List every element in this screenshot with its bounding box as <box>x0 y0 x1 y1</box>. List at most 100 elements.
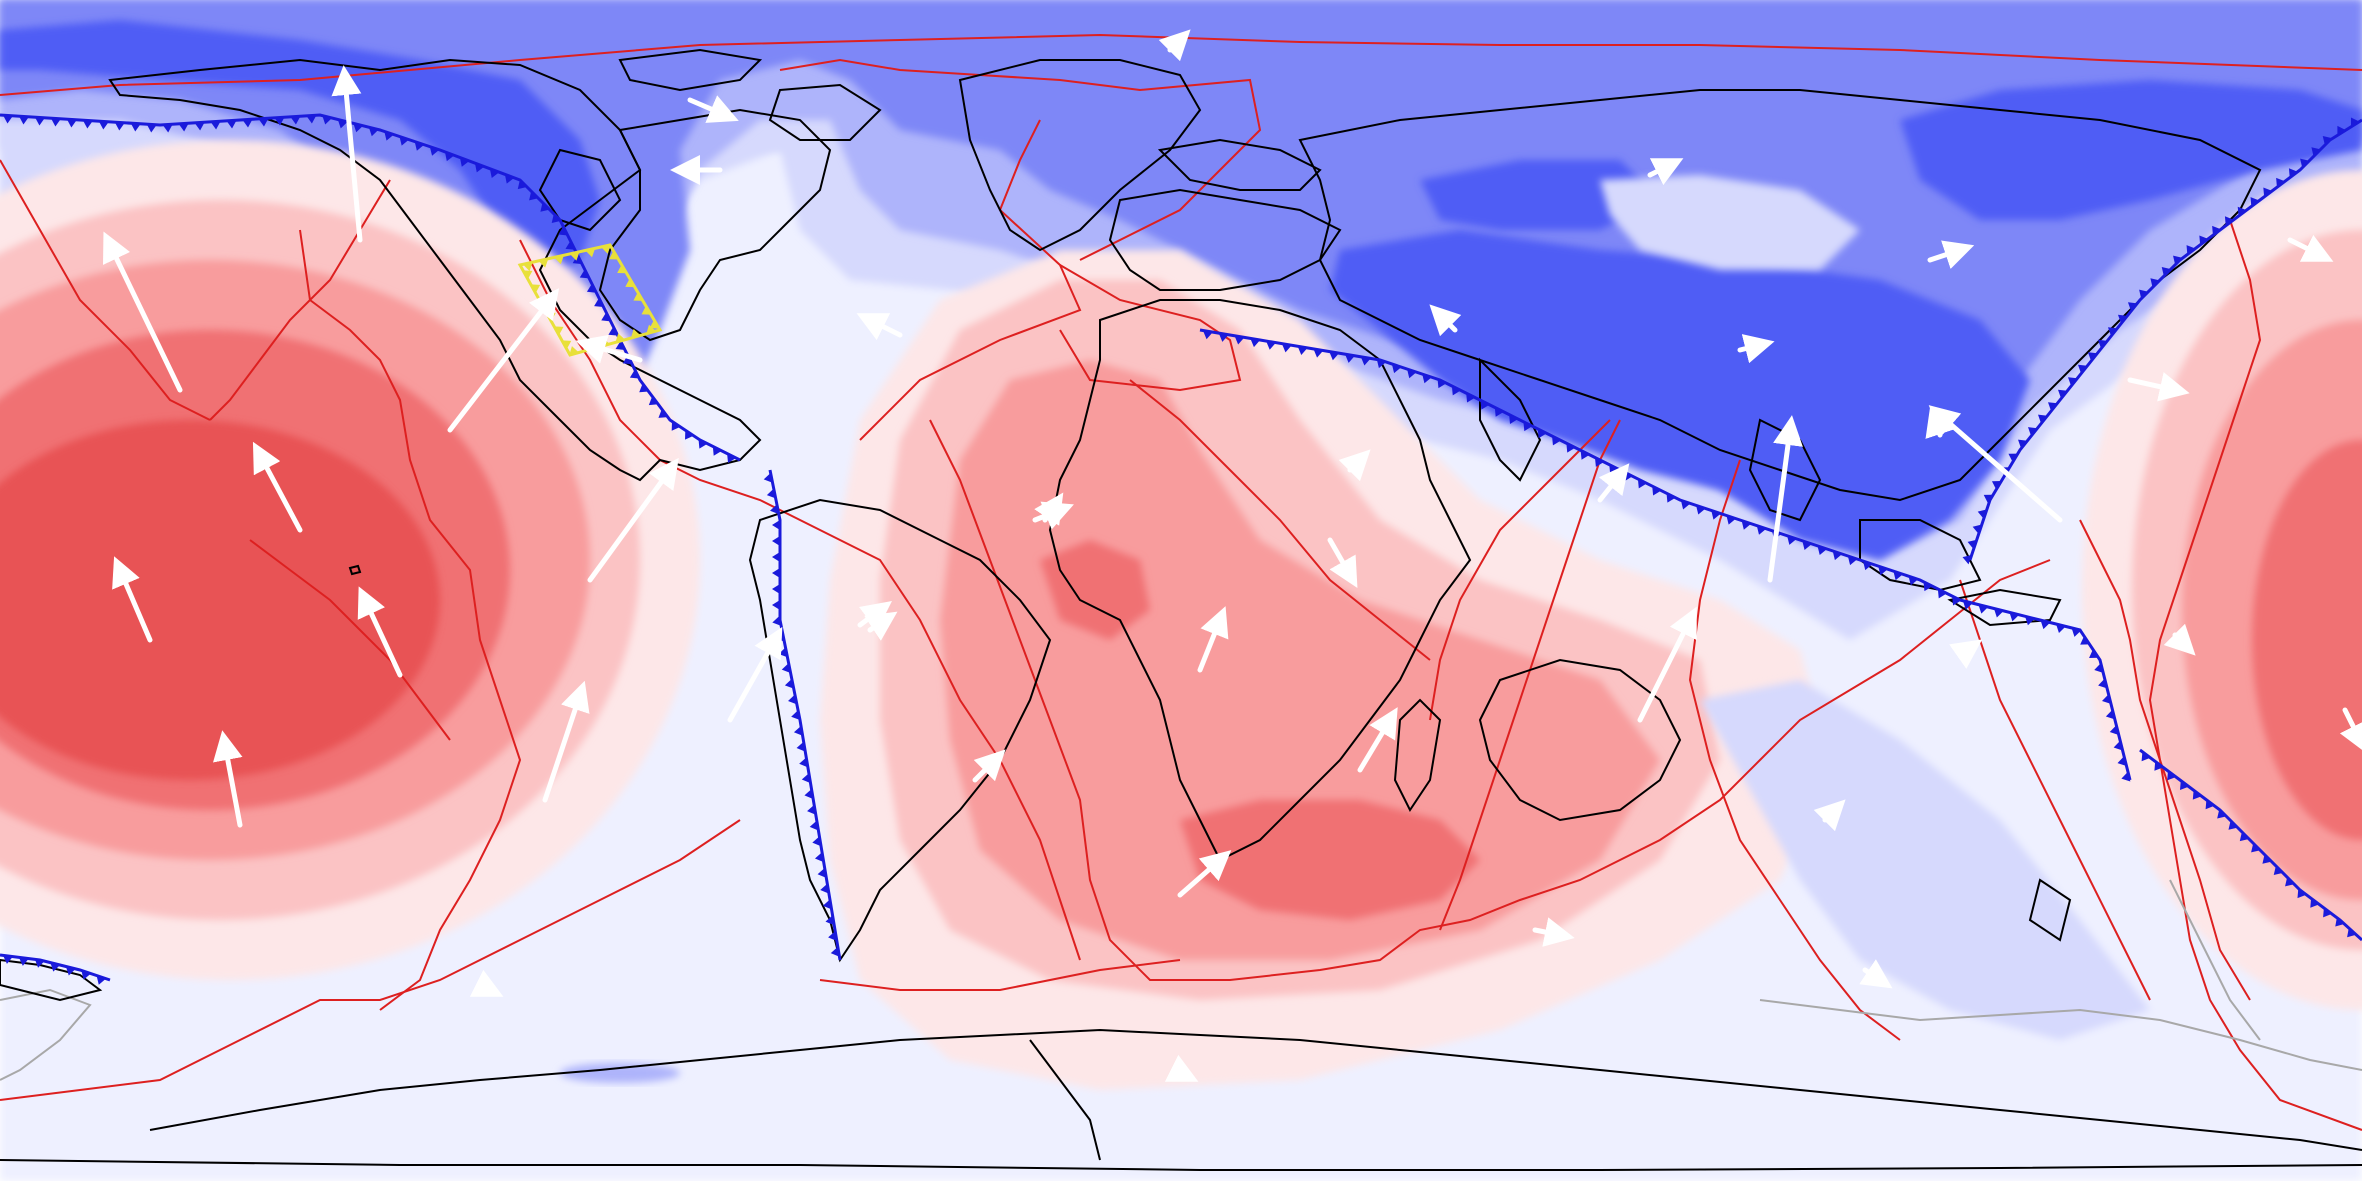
velocity-arrow <box>1357 707 1398 773</box>
subduction-tooth <box>18 957 29 966</box>
subduction-tooth <box>2 955 13 964</box>
subduction-tooth <box>50 118 61 127</box>
plate-boundary-line <box>2079 519 2251 1001</box>
subduction-tooth <box>772 568 780 579</box>
velocity-arrow <box>1647 158 1684 186</box>
subduction-tooth <box>601 244 611 254</box>
subduction-tooth <box>1480 400 1490 410</box>
subduction-tooth <box>784 678 794 689</box>
subduction-tooth <box>763 472 773 483</box>
subduction-tooth <box>2288 168 2298 178</box>
subduction-tooth <box>2077 364 2088 374</box>
subduction-tooth <box>788 694 797 705</box>
field-south-pale-blue <box>1700 680 2150 1040</box>
subduction-tooth <box>2121 771 2131 782</box>
coastline <box>1029 1039 1101 1161</box>
subduction-tooth <box>1376 358 1387 369</box>
subduction-tooth <box>685 430 694 440</box>
subduction-tooth <box>2009 612 2020 622</box>
subduction-teeth <box>2 115 737 463</box>
field-north-deep-blue-2 <box>1330 230 2030 560</box>
velocity-arrow <box>103 231 183 393</box>
subduction-tooth <box>585 248 596 258</box>
fossil-boundary-line <box>0 988 92 1081</box>
subduction-tooth <box>2337 125 2346 136</box>
velocity-arrow <box>2287 234 2334 262</box>
subduction-tooth <box>586 283 597 293</box>
subduction-tooth <box>1437 378 1447 389</box>
coastline <box>149 1028 2362 1151</box>
subduction-tooth <box>1234 335 1245 345</box>
subduction-tooth <box>2310 898 2320 908</box>
subduction-tooth <box>1594 457 1604 467</box>
subduction-tooth <box>799 757 808 768</box>
subduction-tooth <box>772 600 780 611</box>
subduction-tooth <box>66 119 77 128</box>
plate-boundary-line <box>859 119 1082 441</box>
subduction-tooth <box>633 292 643 301</box>
subduction-tooth <box>2008 453 2018 463</box>
velocity-arrow <box>1925 405 1954 439</box>
subduction-tooth <box>1680 500 1691 510</box>
subduction-tooth <box>1962 600 1973 610</box>
subduction-tooth <box>1983 494 1994 504</box>
subduction-tooth <box>2 115 13 124</box>
subduction-tooth <box>2276 177 2285 188</box>
coastline <box>0 958 103 1002</box>
velocity-arrow <box>331 65 363 243</box>
subduction-tooth <box>2113 740 2123 751</box>
coastline <box>1947 588 2062 627</box>
subduction-tooth <box>2067 377 2078 387</box>
plate-boundary-line <box>0 159 211 421</box>
plate-boundary-line <box>1429 419 1611 721</box>
subduction-tooth <box>1297 346 1308 355</box>
subduction-tooth <box>414 141 425 151</box>
subduction-tooth <box>1991 481 2002 490</box>
field-north-deep-blue-1 <box>0 20 600 280</box>
subduction-tooth <box>2038 414 2048 424</box>
subduction-tooth <box>1391 363 1402 374</box>
velocity-arrow <box>1429 304 1462 337</box>
plate-boundary-line <box>0 33 2362 96</box>
subduction-tooth <box>772 616 782 626</box>
subduction-tooth <box>2040 620 2051 630</box>
coastline <box>1157 138 1322 191</box>
subduction-tooth <box>322 115 333 125</box>
velocity-arrow <box>1949 639 1983 669</box>
subduction-tooth <box>820 883 829 894</box>
subduction-tooth <box>2323 907 2332 918</box>
field-africa-red-2 <box>1040 540 1150 640</box>
subduction-tooth <box>630 329 641 339</box>
plate-boundary-line <box>1059 264 1242 392</box>
subduction-tooth <box>146 124 157 133</box>
subduction-zone-line <box>2139 748 2362 942</box>
subduction-teeth <box>2 955 107 985</box>
subduction-tooth <box>2212 225 2221 236</box>
subduction-tooth <box>772 552 780 563</box>
subduction-tooth <box>162 124 173 133</box>
subduction-tooth <box>812 836 822 847</box>
subduction-tooth <box>2161 266 2171 277</box>
subduction-tooth <box>2262 854 2272 864</box>
velocity-arrow <box>856 313 903 341</box>
subduction-tooth <box>558 226 568 236</box>
subduction-tooth <box>601 312 611 322</box>
subduction-tooth <box>1878 566 1888 576</box>
subduction-tooth <box>2322 135 2332 146</box>
subduction-tooth <box>2057 389 2068 399</box>
subduction-tooth <box>65 966 76 976</box>
velocity-arrow <box>972 749 1006 783</box>
subduction-tooth <box>459 157 470 167</box>
velocity-arrow <box>1327 537 1358 589</box>
field-north-deep-blue-4 <box>1420 160 1660 230</box>
subduction-tooth <box>608 326 618 336</box>
subduction-tooth <box>1637 478 1647 489</box>
subduction-tooth <box>617 264 627 274</box>
subduction-tooth <box>1666 493 1676 503</box>
subduction-tooth <box>2127 302 2138 312</box>
plate-boundary-line <box>299 229 522 1011</box>
velocity-arrow <box>357 586 403 678</box>
subduction-tooth <box>517 179 527 190</box>
